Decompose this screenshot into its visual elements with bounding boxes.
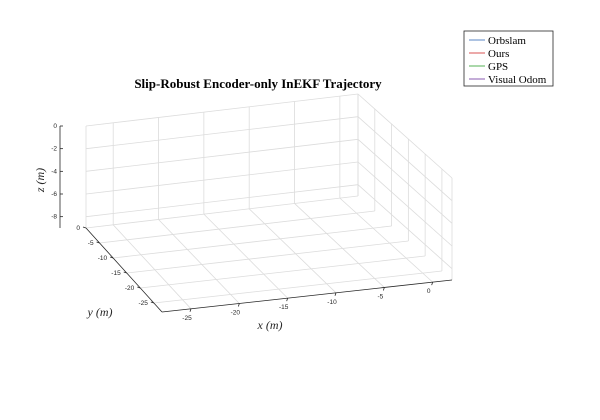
y-tick-label: -5 [88,240,94,247]
grid-line-y [140,255,426,289]
grid-line-z-side [357,184,453,269]
y-tick-label: -15 [111,270,121,277]
z-tick-label: 0 [53,123,57,130]
x-tick-mark [334,292,337,296]
x-tick-label: -15 [279,304,289,311]
legend-label: Ours [488,48,509,60]
y-tick-mark [150,301,154,304]
x-tick-label: -20 [231,309,241,316]
grid-line-x [203,213,288,299]
z-tick-label: -4 [51,168,57,175]
grid-line-x [294,203,385,288]
axis-layer [59,125,453,313]
x-tick-label: 0 [427,288,431,295]
grid-line-x [339,197,433,283]
x-tick-mark [382,287,385,291]
z-axis-label: z (m) [33,168,47,193]
y-tick-mark [137,286,141,289]
y-axis-line [85,227,163,313]
x-tick-mark [286,298,289,302]
grid-line-z-side [357,93,453,179]
z-tick-label: -6 [51,191,57,198]
grid-line-z-side [357,139,453,224]
legend-label: GPS [488,61,508,73]
grid-line-y [113,225,392,259]
grid-layer [85,93,453,310]
x-tick-label: -5 [377,293,383,300]
chart-title: Slip-Robust Encoder-only InEKF Trajector… [134,76,382,91]
grid-line-x [248,208,337,294]
x-tick-label: -25 [182,315,192,322]
y-tick-label: -20 [125,285,135,292]
x-axis-label: x (m) [257,318,283,332]
grid-line-y [85,195,359,229]
legend-label: Orbslam [488,35,526,47]
tick-labels: -25 -20 -15 -10 -5 0 0 -5 -10 -15 -20 -25 0 -2 -4 -6 -8 [51,123,431,322]
x-tick-mark [189,308,192,312]
x-axis-line [161,279,453,313]
grid-line-y [99,210,375,244]
grid-line-z-side [357,116,453,201]
y-tick-mark [110,256,114,259]
grid-line-z-back [85,93,359,127]
x-tick-mark [237,303,240,307]
y-axis-label: y (m) [87,305,113,319]
z-tick-label: -2 [51,146,57,153]
y-tick-label: -25 [138,300,148,307]
grid-line-z-back [85,138,359,172]
grid-line-x [112,224,192,310]
y-tick-mark [96,241,100,244]
grid-line-z-back [85,184,359,218]
y-tick-label: -10 [98,255,108,262]
y-tick-label: 0 [76,225,80,232]
grid-line-z-back [85,116,359,150]
grid-line-x [158,219,240,304]
x-tick-mark [431,282,434,286]
y-tick-mark [82,226,87,229]
grid-line-y [153,270,442,304]
grid-line-z-side [357,161,453,247]
x-tick-label: -10 [327,299,337,306]
grid-line-y [126,240,409,274]
y-tick-mark [123,271,127,274]
legend-label: Visual Odom [488,74,547,86]
z-tick-label: -8 [51,214,57,221]
grid-line-z-back [85,161,359,195]
